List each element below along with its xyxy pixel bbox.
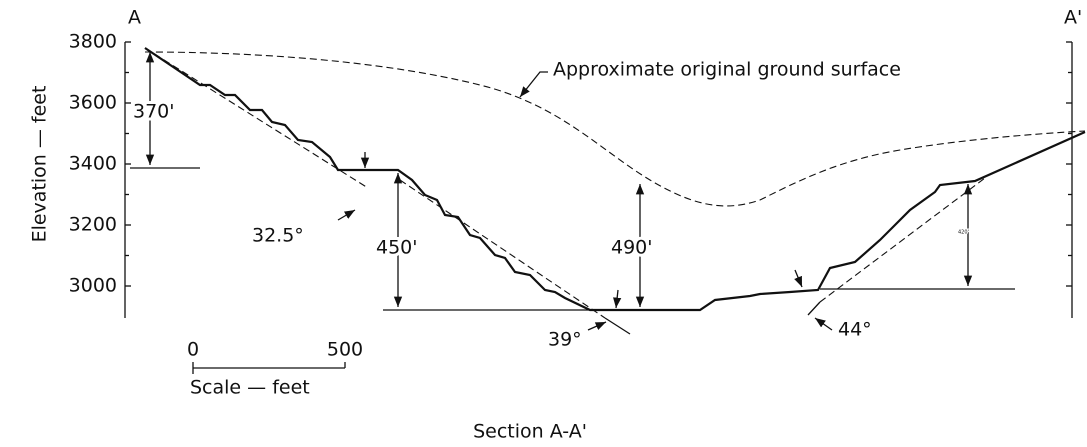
slope-line [399,179,606,319]
annotation: 44° [838,319,872,341]
angle-arrow [794,269,803,288]
annotation: 450' [376,237,418,259]
angle-arrow [613,289,622,309]
slope-line [819,177,986,303]
slope-line [807,301,821,316]
angle-arrow [337,209,356,221]
scale-end: 500 [327,339,363,361]
caption: Section A-A' [473,421,587,443]
original-ground [144,51,1086,207]
annotation: 490' [611,237,653,259]
slope-line [604,317,631,335]
section-label: A' [1064,7,1082,29]
y-axis-title: Elevation — feet [29,86,51,243]
scale-start: 0 [187,339,199,361]
angle-arrow [587,321,607,331]
scale-bar: 0 500 Scale — feet [187,339,363,399]
y-tick-label: 3600 [69,92,117,114]
section-label: A [128,7,141,29]
y-tick-label: 3000 [69,275,117,297]
y-tick-label: 3200 [69,214,117,236]
annotation: 420' [958,230,969,236]
slope-line [144,47,369,189]
annotation: 370' [133,101,175,123]
annotation: 32.5° [252,225,304,247]
annotation: 39° [548,329,582,351]
annotation: Approximate original ground surface [553,59,901,81]
pit-profile [144,47,1086,312]
angle-arrow [814,317,833,331]
y-tick-label: 3400 [69,153,117,175]
axes: 3800 3600 3400 3200 3000 [69,31,1073,318]
leader [519,71,548,98]
scale-label: Scale — feet [190,377,310,399]
y-tick-label: 3800 [69,31,117,53]
